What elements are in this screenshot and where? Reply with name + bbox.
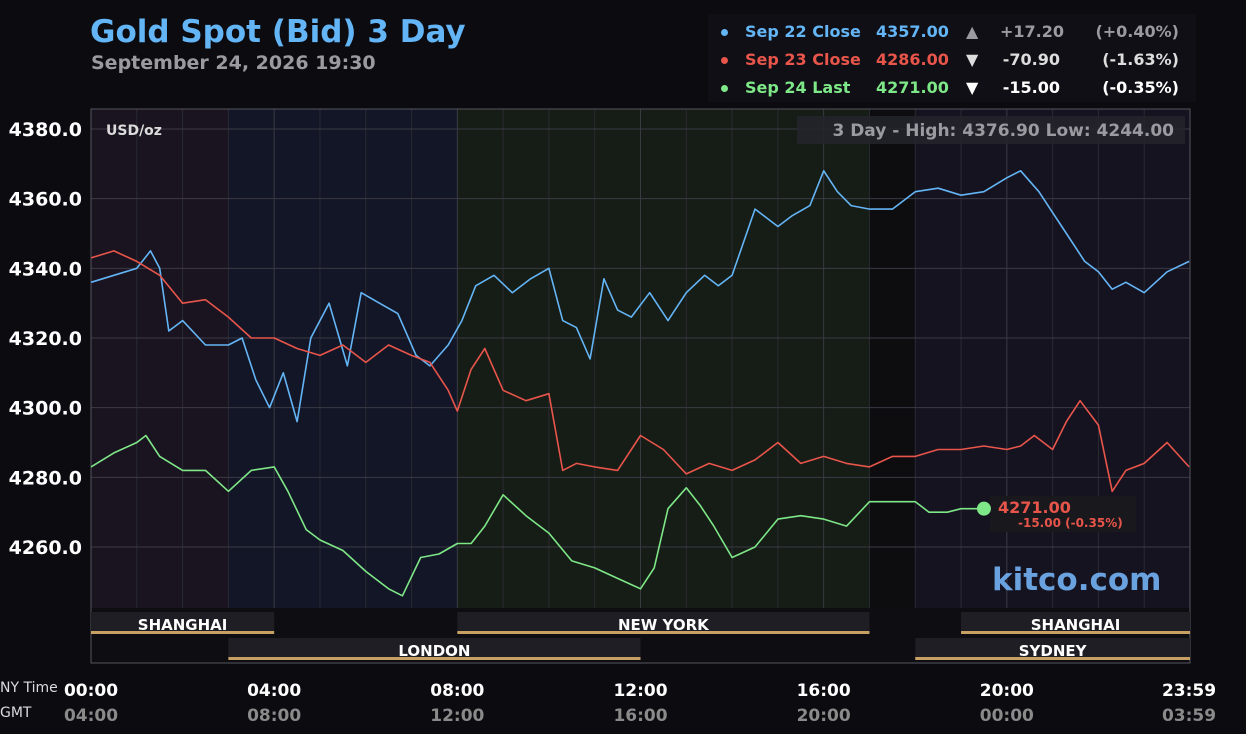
legend-dot-sep22 — [721, 29, 728, 36]
nytime-label: NY Time — [0, 680, 58, 696]
axes: 4380.0 4360.0 4340.0 4320.0 4300.0 4280.0 4260… — [9, 119, 1216, 726]
legend-pct-sep23: (-1.63%) — [1102, 50, 1179, 69]
chart-title: Gold Spot (Bid) 3 Day — [90, 14, 466, 50]
chart-date: September 24, 2026 19:30 — [91, 52, 376, 74]
session-bar-bottom — [228, 657, 641, 660]
gmt-tick-label: 03:59 — [1162, 706, 1216, 726]
gmt-tick-label: 16:00 — [613, 706, 667, 726]
y-tick-label: 4340.0 — [9, 258, 82, 280]
legend-dot-sep24 — [721, 85, 728, 92]
plot-border — [90, 108, 1191, 664]
session-label: SHANGHAI — [1031, 616, 1121, 634]
gmt-tick-label: 00:00 — [980, 706, 1034, 726]
y-tick-label: 4280.0 — [9, 467, 82, 489]
x-tick-label: 23:59 — [1162, 681, 1216, 701]
series-line-sep24 — [90, 434, 984, 597]
session-bg-closed — [869, 109, 916, 608]
session-bar-top — [91, 631, 275, 634]
range-box — [797, 116, 1185, 144]
legend-price-sep23: 4286.00 — [876, 50, 949, 69]
range-text: 3 Day - High: 4376.90 Low: 4244.00 — [832, 121, 1174, 141]
session-row-top — [457, 612, 870, 634]
legend-label-sep22: Sep 22 Close — [745, 22, 861, 41]
price-lines — [90, 170, 1190, 597]
session-label: LONDON — [398, 642, 470, 660]
session-row-top — [961, 612, 1190, 634]
series-line-sep22 — [90, 170, 1190, 423]
gmt-tick-label: 08:00 — [247, 706, 301, 726]
market-sessions: SHANGHAI NEW YORK SHANGHAI LONDON SYDNEY — [91, 612, 1190, 660]
brand-logo: kitco.com — [992, 562, 1162, 598]
legend-label-sep23: Sep 23 Close — [745, 50, 861, 69]
y-tick-label: 4300.0 — [9, 398, 82, 420]
gmt-tick-label: 12:00 — [430, 706, 484, 726]
session-row-bottom — [915, 638, 1190, 660]
last-price-box — [990, 496, 1136, 532]
legend-pct-sep22: (+0.40%) — [1095, 22, 1179, 41]
legend-arrow-up-icon: ▲ — [966, 22, 979, 41]
x-tick-label: 16:00 — [797, 681, 851, 701]
y-tick-label: 4260.0 — [9, 537, 82, 559]
legend-dot-sep23 — [721, 57, 728, 64]
x-tick-label: 00:00 — [64, 681, 118, 701]
session-bar-top — [457, 631, 870, 634]
unit-label: USD/oz — [106, 123, 162, 139]
gmt-tick-label: 04:00 — [64, 706, 118, 726]
legend: Sep 22 Close 4357.00 ▲ +17.20 (+0.40%) S… — [708, 14, 1196, 102]
legend-price-sep22: 4357.00 — [876, 22, 949, 41]
session-label: NEW YORK — [618, 616, 710, 634]
session-bar-top — [961, 631, 1190, 634]
x-tick-label: 04:00 — [247, 681, 301, 701]
session-bg-asia — [91, 109, 229, 608]
y-tick-label: 4320.0 — [9, 328, 82, 350]
session-bg-newyork — [457, 109, 870, 608]
x-tick-label: 12:00 — [613, 681, 667, 701]
legend-pct-sep24: (-0.35%) — [1102, 78, 1179, 97]
legend-change-sep23: -70.90 — [1002, 50, 1060, 69]
legend-change-sep22: +17.20 — [1000, 22, 1065, 41]
last-price-change: -15.00 (-0.35%) — [1018, 516, 1123, 530]
y-tick-label: 4360.0 — [9, 189, 82, 211]
legend-label-sep24: Sep 24 Last — [745, 78, 851, 97]
legend-change-sep24: -15.00 — [1002, 78, 1060, 97]
last-price-marker — [976, 501, 991, 516]
y-tick-label: 4380.0 — [9, 119, 82, 141]
series-line-sep23 — [90, 250, 1190, 493]
legend-arrow-down-icon: ▼ — [966, 78, 979, 97]
legend-price-sep24: 4271.00 — [876, 78, 949, 97]
session-label: SHANGHAI — [138, 616, 228, 634]
session-row-bottom — [228, 638, 641, 660]
gmt-label: GMT — [0, 705, 32, 721]
last-price-label: 4271.00 — [998, 498, 1071, 517]
x-tick-label: 20:00 — [980, 681, 1034, 701]
session-bar-bottom — [915, 657, 1190, 660]
session-bg-london — [228, 109, 458, 608]
session-row-top — [91, 612, 275, 634]
legend-arrow-down-icon: ▼ — [966, 50, 979, 69]
x-tick-label: 08:00 — [430, 681, 484, 701]
gmt-tick-label: 20:00 — [797, 706, 851, 726]
session-label: SYDNEY — [1019, 642, 1088, 660]
